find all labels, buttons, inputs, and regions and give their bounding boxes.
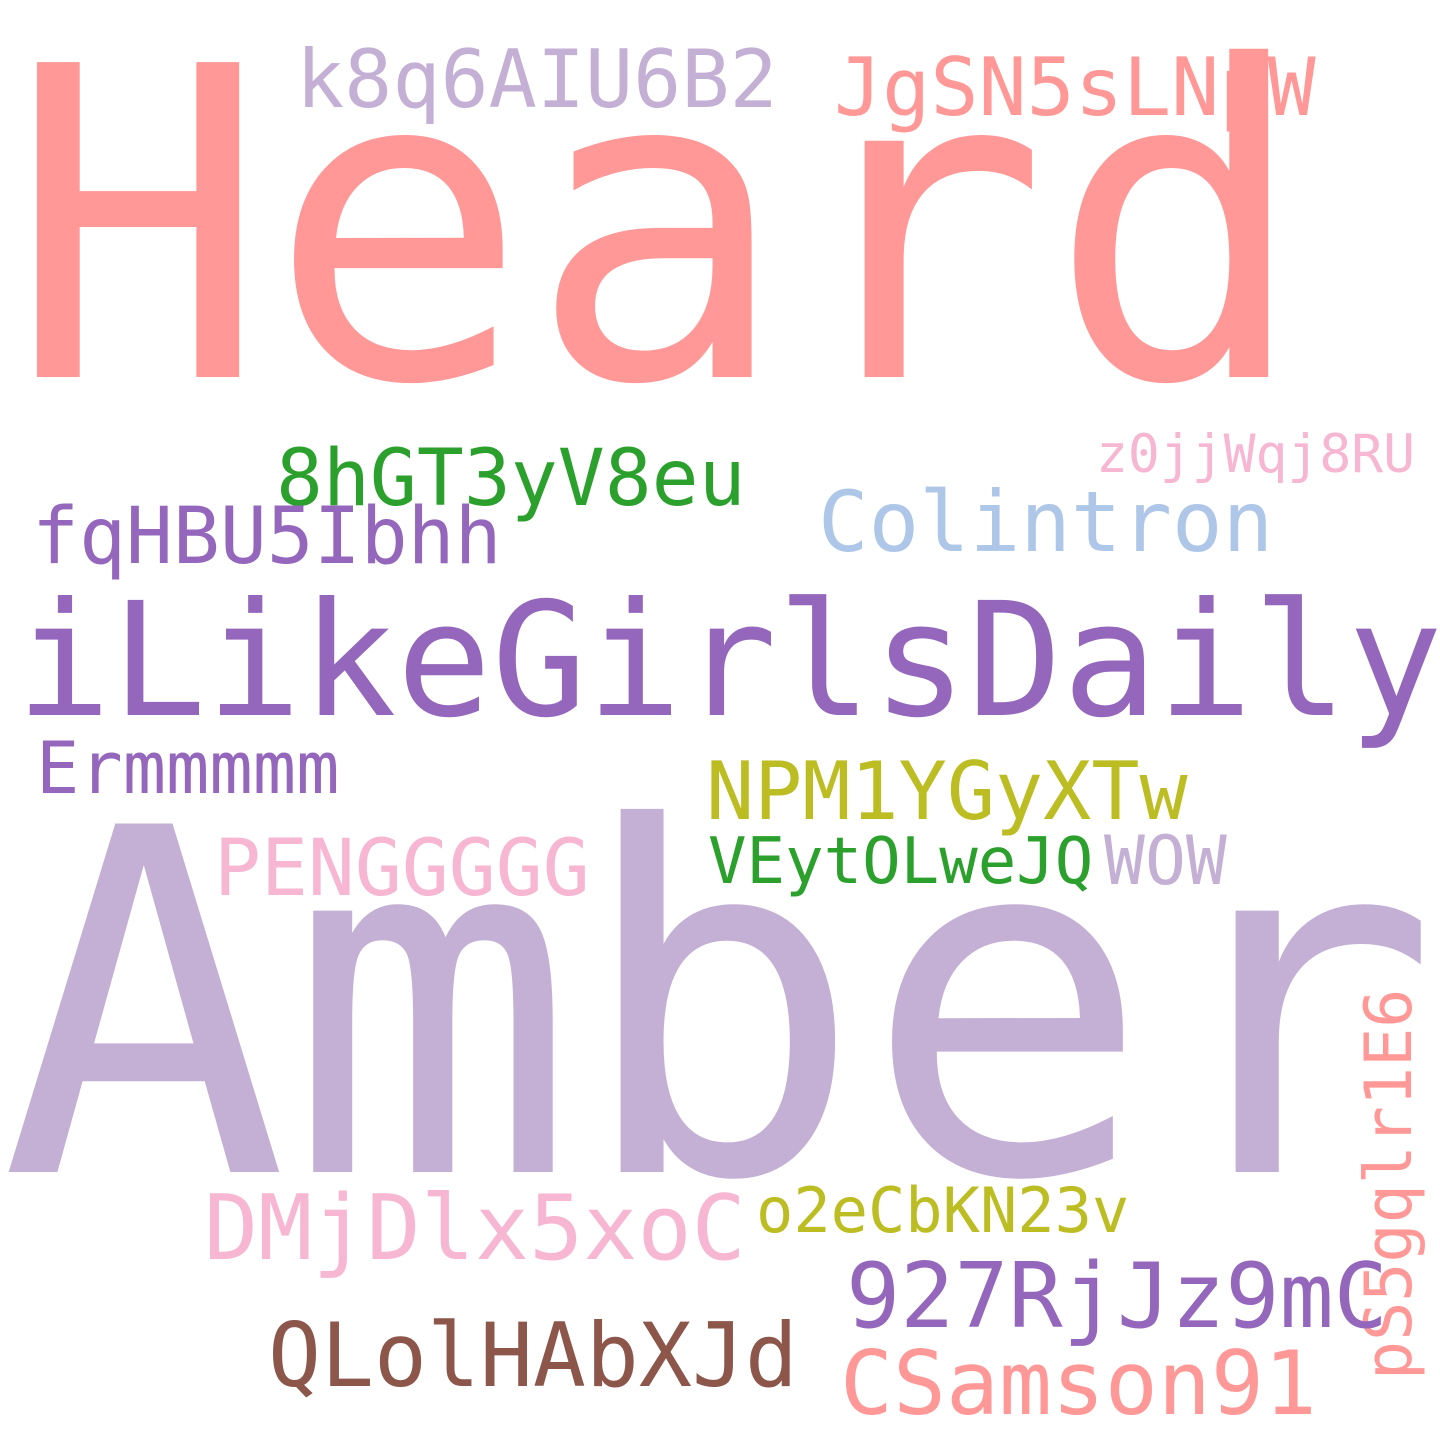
word-heard: Heard <box>8 0 1309 479</box>
word-ilikegirlsdaily: iLikeGirlsDaily <box>16 569 1440 753</box>
word-dmjdlx5xoc: DMjDlx5xoC <box>204 1176 746 1281</box>
word-jgsn5slnpw: JgSN5sLNpW <box>834 41 1316 134</box>
word-ermmmmm: Ermmmmm <box>36 726 340 810</box>
word-qlolhabxjd: QLolHAbXJd <box>268 1304 798 1407</box>
word-8hgt3yv8eu: 8hGT3yV8eu <box>276 434 746 524</box>
word-colintron: Colintron <box>818 473 1274 571</box>
word-npm1ygyxtw: NPM1YGyXTw <box>706 745 1188 838</box>
word-csamson91: CSamson91 <box>840 1332 1317 1435</box>
word-amber: Amber <box>0 728 1439 1285</box>
word-o2ecbkn23v: o2eCbKN23v <box>756 1174 1130 1247</box>
word-927rjjz9mc: 927RjJz9mC <box>846 1244 1388 1349</box>
word-veytolwejq: VEytOLweJQ <box>708 825 1094 899</box>
word-fqhbu5ibhh: fqHBU5Ibhh <box>32 492 502 582</box>
word-pengggggg: PENGGGGG <box>214 824 590 914</box>
word-k8q6aiu6b2: k8q6AIU6B2 <box>296 33 778 126</box>
word-wow: WOW <box>1104 822 1227 901</box>
word-z0jjwqj8ru: z0jjWqj8RU <box>1096 424 1416 485</box>
